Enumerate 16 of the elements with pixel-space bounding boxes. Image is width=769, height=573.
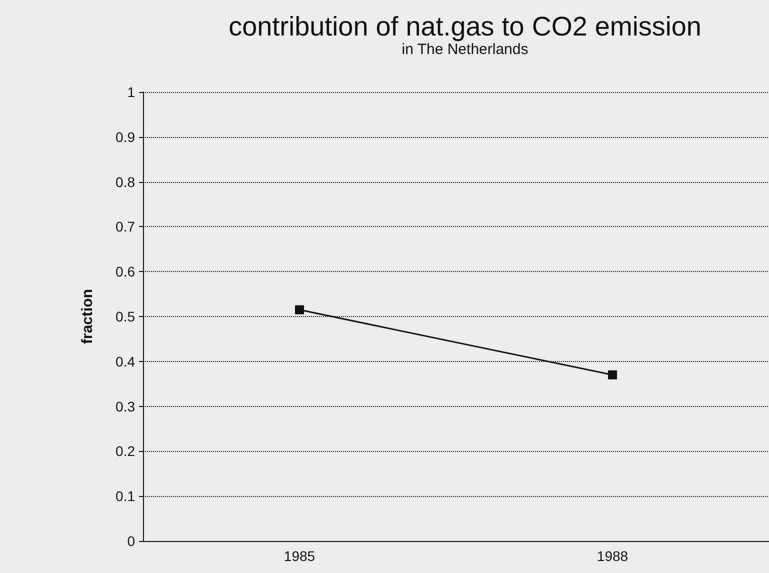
y-tick-label: 1 <box>127 84 136 100</box>
y-tick-label: 0.8 <box>116 174 136 190</box>
x-tick-label: 1988 <box>596 548 628 564</box>
chart-title: contribution of nat.gas to CO2 emission <box>228 12 702 42</box>
y-tick-label: 0.1 <box>116 488 136 504</box>
y-tick-label: 0.7 <box>116 218 136 235</box>
y-tick-label: 0 <box>127 533 136 549</box>
y-tick-label: 0.5 <box>116 308 136 324</box>
y-tick-label: 0.9 <box>116 128 136 145</box>
y-tick-label: 0.6 <box>116 264 136 280</box>
y-tick-label: 0.4 <box>116 353 136 370</box>
y-tick-label: 0.2 <box>116 443 136 460</box>
y-tick-label: 0.3 <box>116 398 136 414</box>
chart-subtitle: in The Netherlands <box>402 41 528 58</box>
x-tick-label: 1985 <box>284 548 316 564</box>
y-axis-title: fraction <box>79 288 96 344</box>
